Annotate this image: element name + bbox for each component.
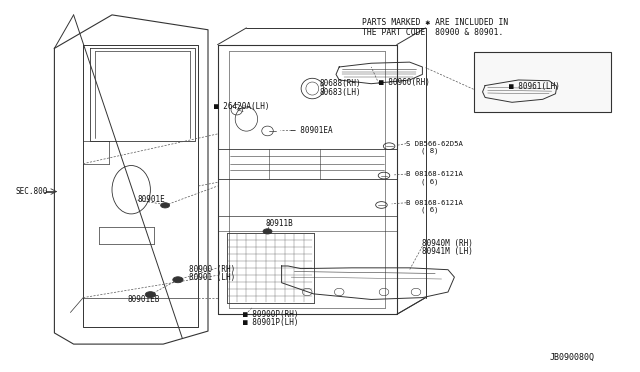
Text: 80940M (RH): 80940M (RH) bbox=[422, 239, 473, 248]
Circle shape bbox=[145, 292, 156, 298]
Circle shape bbox=[263, 229, 272, 234]
Text: ■ 80900P(RH): ■ 80900P(RH) bbox=[243, 310, 299, 319]
Text: 80901EB: 80901EB bbox=[128, 295, 161, 304]
Text: SEC.800: SEC.800 bbox=[16, 187, 49, 196]
Text: ( 6): ( 6) bbox=[421, 207, 438, 214]
Text: ( 8): ( 8) bbox=[421, 148, 438, 154]
Circle shape bbox=[173, 277, 183, 283]
Text: 80911B: 80911B bbox=[266, 219, 293, 228]
Text: ( 6): ( 6) bbox=[421, 178, 438, 185]
Text: S DB566-62D5A: S DB566-62D5A bbox=[406, 141, 463, 147]
Text: 80900 (RH): 80900 (RH) bbox=[189, 265, 235, 274]
Text: 80901E: 80901E bbox=[138, 195, 165, 203]
Text: ■ 26420A(LH): ■ 26420A(LH) bbox=[214, 102, 270, 110]
Text: ■ 80901P(LH): ■ 80901P(LH) bbox=[243, 318, 299, 327]
Text: JB090080Q: JB090080Q bbox=[549, 353, 594, 362]
Text: — 80901EA: — 80901EA bbox=[291, 126, 333, 135]
Text: 80688(RH): 80688(RH) bbox=[320, 79, 362, 88]
Text: B 08168-6121A: B 08168-6121A bbox=[406, 200, 463, 206]
Text: B 08168-6121A: B 08168-6121A bbox=[406, 171, 463, 177]
Text: 80683(LH): 80683(LH) bbox=[320, 89, 362, 97]
Text: ■ 80960(RH): ■ 80960(RH) bbox=[379, 78, 429, 87]
Circle shape bbox=[161, 203, 170, 208]
Text: ■ 80961(LH): ■ 80961(LH) bbox=[509, 82, 560, 91]
Text: THE PART CODE  80900 & 80901.: THE PART CODE 80900 & 80901. bbox=[362, 28, 503, 37]
Bar bbox=[474, 52, 611, 112]
Text: 80901 (LH): 80901 (LH) bbox=[189, 273, 235, 282]
Text: PARTS MARKED ✱ ARE INCLUDED IN: PARTS MARKED ✱ ARE INCLUDED IN bbox=[362, 18, 508, 27]
Text: 80941M (LH): 80941M (LH) bbox=[422, 247, 473, 256]
